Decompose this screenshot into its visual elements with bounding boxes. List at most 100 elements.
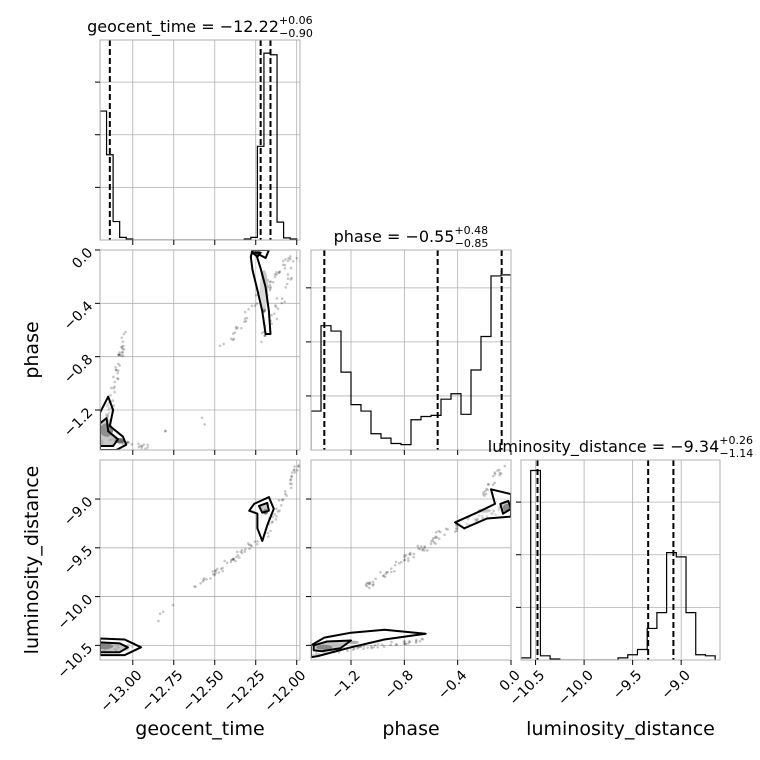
sample-point xyxy=(359,645,363,649)
xtick-label-luminosity_distance-2: −9.5 xyxy=(610,667,645,702)
sample-point xyxy=(120,345,124,349)
sample-point xyxy=(140,444,144,448)
sample-point xyxy=(416,544,420,548)
sample-point xyxy=(473,518,477,521)
sample-point xyxy=(385,571,389,574)
title-minus-error: −0.85 xyxy=(455,237,489,250)
sample-point xyxy=(269,280,273,283)
sample-point xyxy=(267,535,270,538)
sample-point xyxy=(403,554,406,557)
sample-point xyxy=(243,310,247,314)
sample-point xyxy=(499,472,503,475)
sample-point xyxy=(121,442,125,446)
yaxis-label-phase: phase xyxy=(21,321,43,378)
sample-point xyxy=(393,569,396,573)
title-minus-error: −0.90 xyxy=(279,27,313,40)
sample-point xyxy=(366,646,369,649)
sample-point xyxy=(131,645,134,648)
sample-point xyxy=(114,368,118,372)
sample-point xyxy=(421,548,424,552)
sample-point xyxy=(126,440,129,444)
xtick-label-geocent_time-3: −12.25 xyxy=(221,667,269,715)
sample-point xyxy=(275,270,278,274)
sample-point xyxy=(243,320,246,323)
sample-point xyxy=(276,307,280,311)
sample-point xyxy=(218,344,222,348)
sample-point xyxy=(402,640,406,643)
sample-point xyxy=(292,468,296,472)
sample-point xyxy=(368,586,371,590)
sample-point xyxy=(108,406,111,410)
hist-frame-geocent_time xyxy=(99,39,301,241)
sample-point xyxy=(114,368,118,372)
hist-content-phase xyxy=(311,250,511,450)
sample-point xyxy=(497,468,501,472)
sample-point xyxy=(489,511,493,515)
contour-outer-2 xyxy=(248,496,275,542)
sample-point xyxy=(284,492,287,496)
xtick-label-geocent_time-1: −12.75 xyxy=(139,667,187,715)
sample-point xyxy=(443,533,446,537)
sample-point xyxy=(280,297,284,301)
sample-point xyxy=(158,612,162,616)
sample-point xyxy=(275,317,279,321)
sample-point xyxy=(146,443,149,447)
sample-point xyxy=(117,353,121,357)
sample-point xyxy=(121,351,124,355)
sample-point xyxy=(263,334,267,338)
contour-inner-3 xyxy=(258,501,270,514)
sample-point xyxy=(384,572,388,576)
sample-point xyxy=(485,515,489,518)
ytick-label-luminosity_distance-1: −10.0 xyxy=(55,592,97,634)
sample-point xyxy=(346,649,349,653)
sample-point xyxy=(415,638,418,642)
sample-point xyxy=(117,353,121,356)
sample-point xyxy=(288,257,292,261)
sample-point xyxy=(157,619,160,623)
sample-point xyxy=(371,580,375,584)
sample-point xyxy=(481,517,484,520)
sample-point xyxy=(219,567,223,571)
sample-point xyxy=(203,423,207,426)
sample-point xyxy=(395,643,398,647)
ytick-label-luminosity_distance-2: −9.5 xyxy=(61,543,96,578)
sample-point xyxy=(109,393,112,397)
sample-point xyxy=(290,276,293,280)
sample-point xyxy=(268,288,272,292)
sample-point xyxy=(372,582,375,586)
sample-point xyxy=(107,408,110,412)
sample-point xyxy=(290,471,294,474)
sample-point xyxy=(117,353,120,357)
sample-point xyxy=(454,527,458,530)
contour-outer-0 xyxy=(311,628,427,659)
sample-point xyxy=(389,570,393,574)
sample-point xyxy=(431,537,435,540)
sample-point xyxy=(121,350,124,354)
sample-point xyxy=(118,351,121,354)
sample-point xyxy=(244,547,247,551)
hist-frame-phase xyxy=(310,249,512,451)
sample-point xyxy=(408,553,412,556)
sample-point xyxy=(112,375,115,379)
sample-point xyxy=(255,302,259,305)
sample-point xyxy=(382,574,386,577)
sample-point xyxy=(161,610,165,614)
sample-point xyxy=(403,558,407,562)
hist-content-geocent_time xyxy=(100,40,300,240)
sample-point xyxy=(121,347,124,351)
sample-point xyxy=(217,571,220,574)
sample-point xyxy=(233,331,237,334)
sample-point xyxy=(482,490,485,494)
title-text: geocent_time = −12.22 xyxy=(87,17,279,37)
sample-point xyxy=(370,646,373,650)
scatter-panel-geocent_time-phase xyxy=(95,249,301,455)
sample-point xyxy=(122,332,126,336)
sample-point xyxy=(289,478,293,481)
sample-point xyxy=(474,518,478,522)
sample-point xyxy=(203,577,206,580)
sample-point xyxy=(213,573,216,577)
sample-point xyxy=(130,443,134,446)
sample-point xyxy=(139,444,142,448)
sample-point xyxy=(407,640,411,643)
sample-point xyxy=(235,327,238,330)
